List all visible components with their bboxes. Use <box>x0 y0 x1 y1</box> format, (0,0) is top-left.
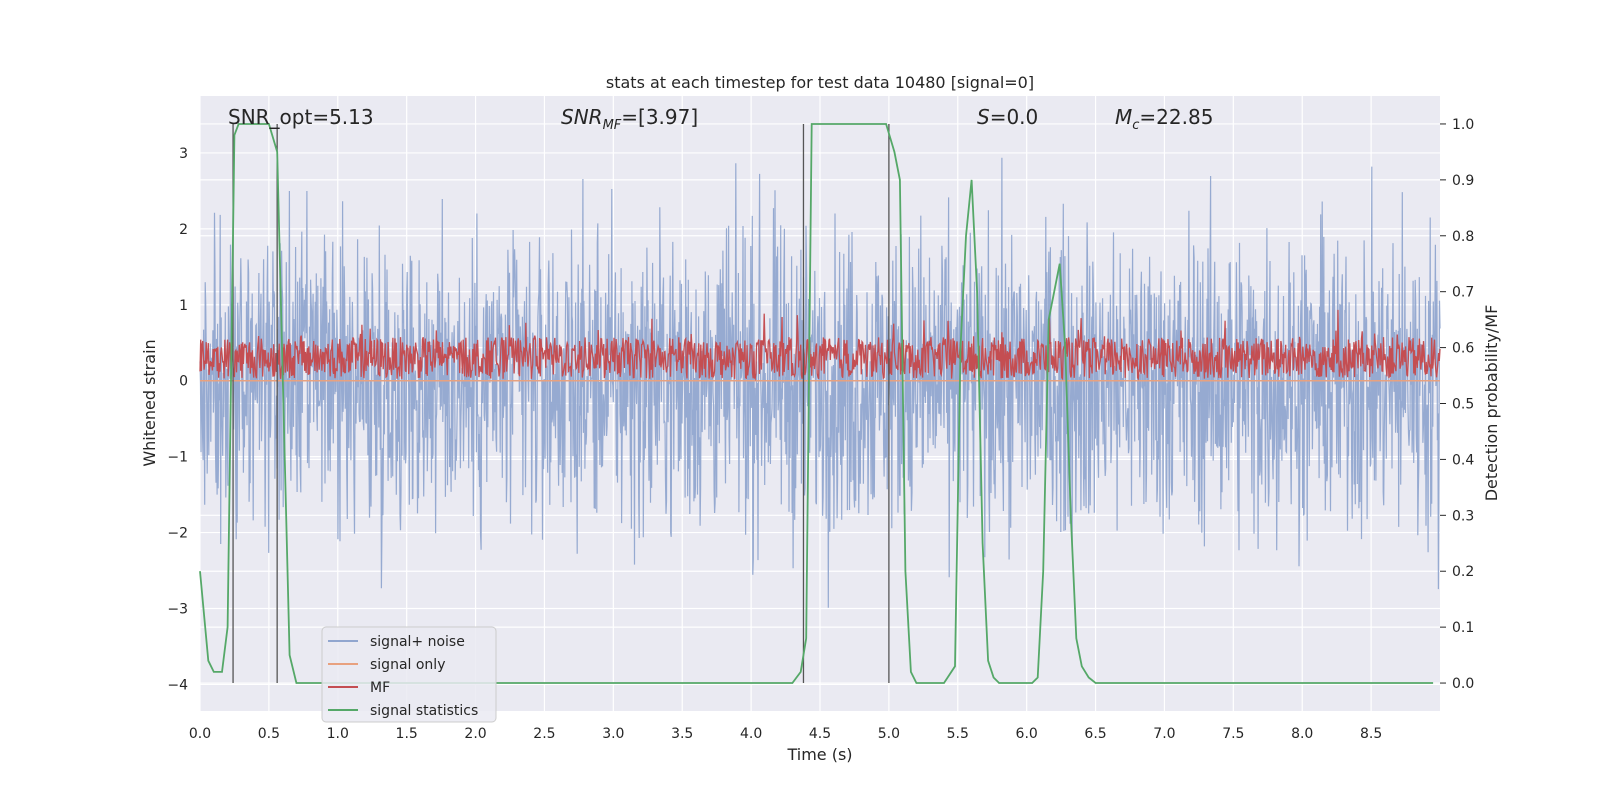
x-tick-label: 0.5 <box>258 726 280 742</box>
y-axis-left-label: Whitened strain <box>140 339 159 466</box>
signal-plus-noise-series <box>199 157 1441 608</box>
x-tick-label: 4.0 <box>740 726 762 742</box>
x-axis-ticks: 0.0 0.5 1.0 1.5 2.0 2.5 3.0 3.5 4.0 4.5 5.0 5.5 6.0 6… <box>189 726 1382 742</box>
y-right-tick-label: 0.6 <box>1452 341 1474 357</box>
annotation-snr-mf-sub: MF <box>603 118 622 133</box>
y-left-tick-label: −1 <box>167 450 188 466</box>
y-right-tick-label: 0.5 <box>1452 397 1474 413</box>
annotation-s: S=0.0 <box>977 105 1038 129</box>
annotation-s-value: =0.0 <box>990 105 1039 129</box>
signal-statistics-line <box>199 123 1434 684</box>
annotation-snr-opt: SNR_opt=5.13 <box>228 105 374 129</box>
annotation-mc-sub: c <box>1132 118 1139 133</box>
legend-label-signal-statistics: signal statistics <box>370 703 478 719</box>
y-right-tick-label: 0.2 <box>1452 564 1474 580</box>
chart-title: stats at each timestep for test data 104… <box>606 73 1034 92</box>
y-axis-left-ticks: 3 2 1 0 −1 −2 −3 −4 <box>167 146 188 693</box>
y-right-tick-label: 0.9 <box>1452 173 1474 189</box>
x-tick-label: 8.0 <box>1291 726 1313 742</box>
y-axis-right-ticks: 1.0 0.9 0.8 0.7 0.6 0.5 0.4 0.3 0.2 0.1 0.0 <box>1440 117 1474 692</box>
x-tick-label: 3.0 <box>602 726 624 742</box>
y-right-tick-label: 0.8 <box>1452 229 1474 245</box>
x-tick-label: 5.5 <box>947 726 969 742</box>
y-left-tick-label: 1 <box>179 298 188 314</box>
y-left-tick-label: −2 <box>167 526 188 542</box>
annotation-s-main: S <box>977 105 990 129</box>
x-tick-label: 7.0 <box>1153 726 1175 742</box>
legend-box <box>321 626 497 723</box>
x-tick-label: 2.0 <box>464 726 486 742</box>
y-left-tick-label: −4 <box>167 677 188 693</box>
y-right-tick-label: 0.0 <box>1452 676 1474 692</box>
mf-line <box>199 309 1441 381</box>
y-right-tick-label: 0.1 <box>1452 620 1474 636</box>
legend-label-signal-only: signal only <box>370 657 445 673</box>
y-right-tick-label: 0.3 <box>1452 508 1474 524</box>
x-tick-label: 7.5 <box>1222 726 1244 742</box>
signal-plus-noise-line <box>199 157 1441 608</box>
x-axis-label: Time (s) <box>786 745 852 764</box>
x-tick-label: 4.5 <box>809 726 831 742</box>
legend: signal+ noise signal only MF signal stat… <box>321 626 497 723</box>
annotation-snr-mf-main: SNR <box>561 105 603 129</box>
x-tick-label: 0.0 <box>189 726 211 742</box>
x-tick-label: 1.0 <box>327 726 349 742</box>
y-left-tick-label: −3 <box>167 602 188 618</box>
legend-label-signal-noise: signal+ noise <box>370 634 465 650</box>
y-left-tick-label: 2 <box>179 222 188 238</box>
y-right-tick-label: 0.4 <box>1452 452 1474 468</box>
x-tick-label: 6.0 <box>1016 726 1038 742</box>
signal-statistics-series <box>199 123 1434 684</box>
x-tick-label: 2.5 <box>533 726 555 742</box>
annotation-mc-main: M <box>1115 105 1132 129</box>
y-axis-right-label: Detection probability/MF <box>1482 305 1501 502</box>
mf-series <box>199 309 1441 381</box>
x-tick-label: 5.0 <box>878 726 900 742</box>
y-left-tick-label: 3 <box>179 146 188 162</box>
annotation-mc-value: =22.85 <box>1139 105 1213 129</box>
x-tick-label: 6.5 <box>1084 726 1106 742</box>
x-tick-label: 8.5 <box>1360 726 1382 742</box>
y-right-tick-label: 0.7 <box>1452 285 1474 301</box>
annotation-snr-mf: SNRMF=[3.97] <box>561 105 698 133</box>
y-left-tick-label: 0 <box>179 374 188 390</box>
legend-label-mf: MF <box>370 680 390 696</box>
y-right-tick-label: 1.0 <box>1452 117 1474 133</box>
x-tick-label: 3.5 <box>671 726 693 742</box>
annotation-snr-mf-value: =[3.97] <box>621 105 698 129</box>
annotation-mc: Mc=22.85 <box>1115 105 1213 133</box>
x-tick-label: 1.5 <box>396 726 418 742</box>
